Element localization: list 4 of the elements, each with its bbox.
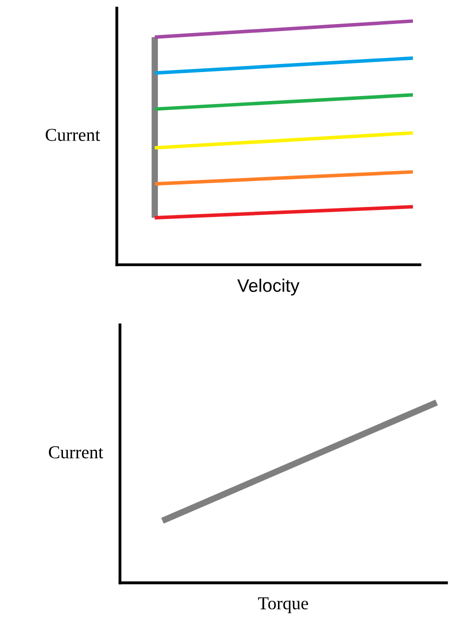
x-axis-title: Torque: [258, 597, 308, 614]
x-axis-title: Velocity: [237, 278, 300, 296]
y-axis-title: Current: [46, 128, 100, 141]
y-axis-title: Current: [48, 446, 104, 458]
